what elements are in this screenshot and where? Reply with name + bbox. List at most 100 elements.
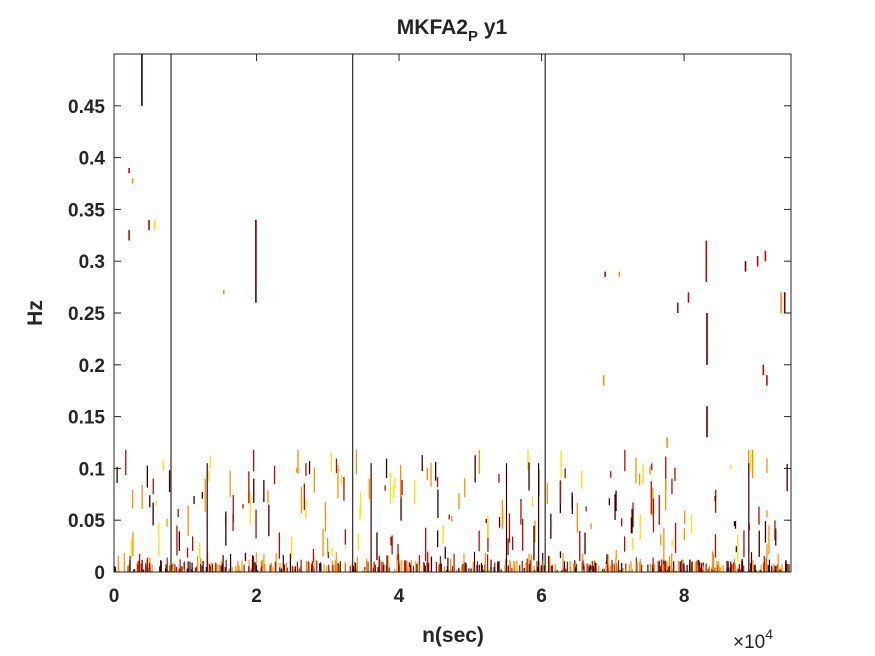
spectral-band-mark: [160, 560, 162, 572]
spectral-band-mark: [137, 560, 139, 572]
spectral-streak-mark: [331, 547, 333, 556]
spectral-band-mark: [307, 561, 309, 572]
spectral-band-mark: [671, 561, 673, 572]
spectral-band-mark: [700, 562, 702, 572]
spectral-band-mark: [738, 565, 740, 572]
spectral-streak-mark: [152, 502, 154, 526]
spectral-band-mark: [146, 559, 148, 572]
spectral-band-mark: [169, 565, 171, 572]
spectral-band-mark: [711, 569, 713, 572]
spectral-band-mark: [372, 563, 375, 572]
spectral-band-mark: [672, 568, 674, 572]
chart-title: MKFA2P y1: [397, 16, 508, 45]
spectral-band-mark: [336, 566, 338, 572]
spectral-streak-mark: [263, 479, 265, 502]
spectral-band-mark: [305, 560, 307, 572]
spectral-band-mark: [487, 554, 489, 572]
spectral-band-mark: [243, 564, 245, 572]
spectral-band-mark: [147, 557, 149, 572]
spectral-band-mark: [404, 560, 406, 572]
spectral-band-mark: [468, 568, 470, 572]
spectral-streak-mark: [766, 510, 768, 518]
spectral-streak-mark: [199, 542, 201, 559]
spectral-streak-mark: [748, 449, 750, 471]
spectral-band-mark: [603, 569, 605, 572]
spectral-streak-mark: [313, 467, 315, 493]
spectral-streak-mark: [733, 521, 736, 527]
spectral-band-mark: [719, 567, 721, 572]
spectral-band-mark: [635, 562, 637, 572]
spectral-band-mark: [574, 567, 576, 572]
spectral-band-mark: [776, 568, 778, 572]
spectral-streak-mark: [651, 463, 653, 471]
chart-title-tail: y1: [478, 16, 508, 39]
spectral-band-mark: [136, 562, 138, 572]
spectral-streak-mark: [752, 449, 754, 479]
spectral-streak-mark: [397, 544, 399, 561]
spectral-band-mark: [708, 565, 710, 572]
spectral-band-mark: [294, 566, 296, 572]
spectral-band-mark: [352, 565, 354, 572]
spectral-band-mark: [261, 560, 263, 572]
spectral-band-mark: [729, 567, 731, 572]
spectral-band-mark: [301, 569, 303, 572]
spectral-streak-mark: [248, 471, 250, 504]
spectral-band-mark: [377, 567, 379, 572]
spectral-band-mark: [406, 560, 408, 572]
spectral-feature-mark: [255, 219, 257, 303]
spectral-band-mark: [591, 560, 593, 572]
spectral-streak-mark: [344, 529, 346, 545]
spectral-streak-mark: [125, 449, 127, 475]
spectral-band-mark: [141, 559, 143, 572]
spectral-band-mark: [114, 567, 117, 572]
spectral-streak-mark: [253, 478, 255, 503]
spectral-feature-mark: [764, 250, 767, 262]
spectral-band-mark: [768, 559, 770, 572]
spectral-streak-mark: [458, 493, 460, 510]
spectral-band-mark: [424, 566, 426, 572]
spectral-band-mark: [205, 567, 207, 572]
spectral-streak-mark: [414, 480, 416, 505]
spectral-streak-mark: [531, 496, 534, 506]
spectral-band-mark: [788, 564, 790, 572]
spectral-band-mark: [372, 567, 374, 572]
spectral-band-mark: [208, 563, 210, 572]
spectral-streak-mark: [451, 515, 453, 522]
spectral-band-mark: [264, 564, 266, 572]
spectral-band-mark: [528, 553, 530, 572]
spectral-band-mark: [164, 568, 167, 572]
spectral-streak-mark: [502, 510, 504, 526]
spectral-streak-mark: [786, 463, 788, 492]
spectral-streak-mark: [327, 551, 329, 559]
spectral-band-mark: [686, 570, 688, 572]
spectral-band-mark: [590, 565, 592, 572]
spectral-streak-mark: [186, 547, 189, 558]
spectral-band-mark: [658, 560, 660, 572]
spectral-band-mark: [669, 556, 671, 572]
spectral-band-mark: [625, 563, 627, 572]
spectral-streak-mark: [520, 499, 522, 525]
chart-title-main: MKFA2: [397, 16, 468, 39]
spectral-streak-mark: [209, 455, 211, 469]
spectral-feature-mark: [223, 290, 225, 295]
spectral-streak-mark: [631, 508, 633, 534]
spectral-band-mark: [493, 566, 495, 572]
spectral-band-mark: [337, 562, 339, 572]
spectral-streak-mark: [624, 449, 626, 472]
spectral-band-mark: [777, 554, 779, 572]
spectral-band-mark: [328, 564, 330, 572]
spectral-band-mark: [775, 569, 777, 572]
spectral-band-mark: [582, 569, 584, 572]
spectral-spike-mark: [206, 463, 208, 572]
spectral-streak-mark: [155, 500, 157, 506]
spectral-band-mark: [731, 564, 733, 572]
x-axis-exponent: ×104: [733, 626, 773, 653]
spectral-band-mark: [755, 569, 757, 572]
spectral-band-mark: [239, 570, 241, 572]
spectral-band-mark: [666, 570, 668, 572]
spectral-band-mark: [691, 561, 693, 572]
spectral-band-mark: [534, 570, 536, 572]
spectral-band-mark: [483, 570, 485, 572]
spectral-band-mark: [418, 564, 420, 572]
spectral-band-mark: [556, 570, 558, 572]
